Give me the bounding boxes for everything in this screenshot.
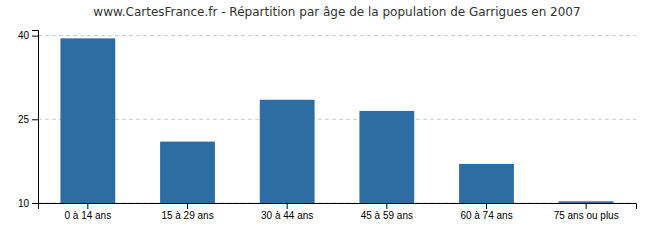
- x-tick-mark: [87, 203, 88, 209]
- x-tick: 75 ans ou plus: [554, 203, 619, 221]
- y-tick: 10: [18, 198, 38, 209]
- y-tick: 25: [18, 114, 38, 125]
- y-tick: 40: [18, 30, 38, 41]
- y-axis: 10 25 40: [18, 30, 39, 208]
- grid: [38, 36, 636, 203]
- x-tick-mark: [386, 203, 387, 209]
- bar: [260, 100, 315, 203]
- y-tick-label: 40: [18, 30, 30, 41]
- chart: 10 25 40 0 à 14 ans 15 à 29 ans 30 à 44 ans 45…: [0, 0, 650, 229]
- y-tick-label: 25: [18, 114, 30, 125]
- y-tick-label: 10: [18, 198, 30, 209]
- x-tick: 30 à 44 ans: [261, 203, 313, 221]
- x-tick-label: 0 à 14 ans: [64, 210, 111, 221]
- x-tick-label: 75 ans ou plus: [554, 210, 619, 221]
- x-tick-mark: [287, 203, 288, 209]
- grid-line: [38, 119, 636, 120]
- x-tick-label: 15 à 29 ans: [161, 210, 213, 221]
- x-tick-mark: [486, 203, 487, 209]
- x-axis-line: [39, 204, 637, 210]
- y-tick-mark: [32, 203, 38, 204]
- x-tick: 0 à 14 ans: [64, 203, 111, 221]
- x-tick-mark: [187, 203, 188, 209]
- title: www.CartesFrance.fr - Répartition par âg…: [93, 5, 580, 19]
- y-tick-mark: [32, 119, 38, 120]
- x-tick-label: 30 à 44 ans: [261, 210, 313, 221]
- y-axis-line: [32, 31, 39, 204]
- x-axis: 0 à 14 ans 15 à 29 ans 30 à 44 ans 45 à 59 …: [39, 203, 637, 221]
- bar: [60, 38, 115, 203]
- x-tick-label: 45 à 59 ans: [361, 210, 413, 221]
- grid-line: [38, 35, 636, 36]
- plot: 10 25 40 0 à 14 ans 15 à 29 ans 30 à 44 ans 45…: [18, 30, 637, 221]
- x-tick-label: 60 à 74 ans: [460, 210, 512, 221]
- x-tick: 60 à 74 ans: [460, 203, 512, 221]
- bars: [60, 38, 613, 203]
- bar: [359, 111, 414, 203]
- x-tick: 15 à 29 ans: [161, 203, 213, 221]
- bar: [160, 142, 215, 203]
- x-tick-mark: [586, 203, 587, 209]
- bar: [559, 201, 614, 203]
- x-tick: 45 à 59 ans: [361, 203, 413, 221]
- bar: [459, 164, 514, 203]
- y-tick-mark: [32, 36, 38, 37]
